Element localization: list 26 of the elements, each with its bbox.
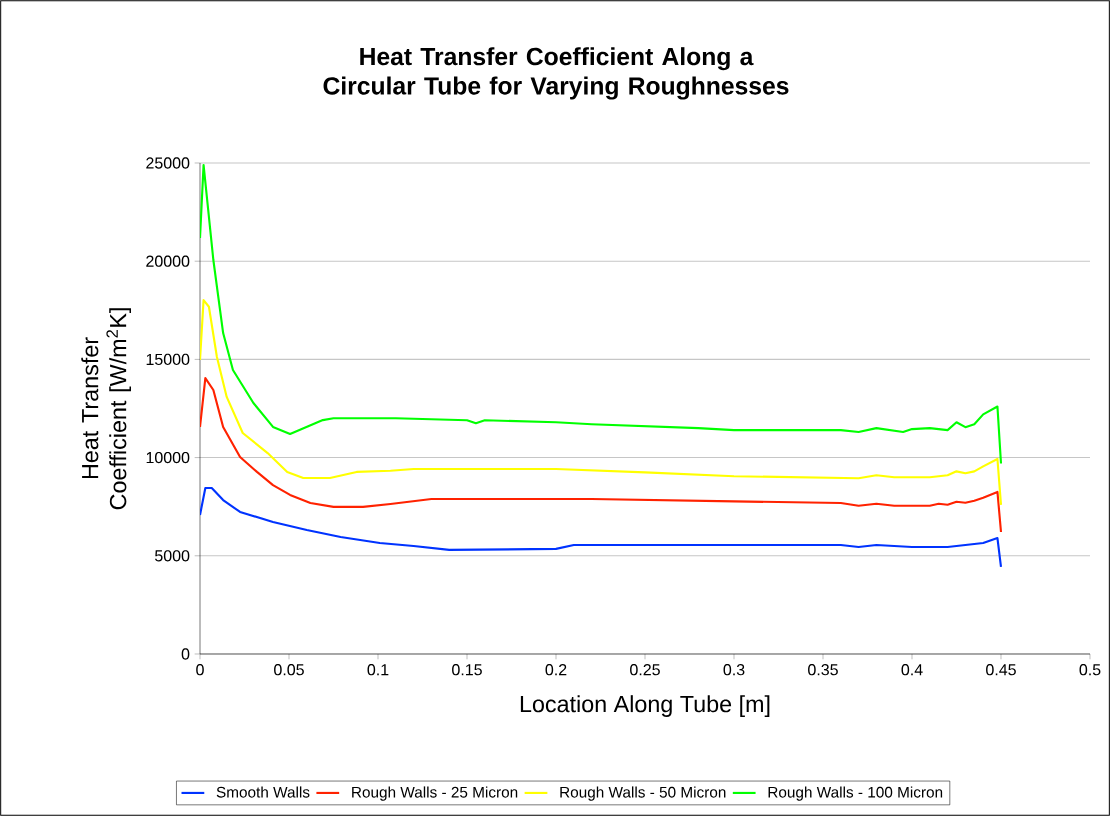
y-axis-title: Heat Transfer Coefficient [W/m$^{2}$K] — [81, 308, 131, 510]
x-tick-label: 0.5 — [1079, 664, 1101, 676]
line-series — [200, 376, 1003, 534]
y-tick-label: 0 — [181, 648, 190, 660]
chart-title: Heat Transfer Coefficient Along a Circular Tube for Varying Roughnesses — [323, 47, 789, 100]
x-tick-label: 0.1 — [367, 664, 389, 676]
y-tick-label: 25000 — [146, 157, 190, 169]
x-tick-label: 0.15 — [452, 664, 482, 676]
legend-label: Rough Walls - 25 Micron — [352, 786, 518, 801]
legend-label: Rough Walls - 50 Micron — [560, 786, 726, 801]
y-tick-label: 10000 — [146, 451, 190, 464]
x-tick-label: 0.45 — [986, 664, 1016, 676]
x-axis-title: Location Along Tube [m] — [520, 695, 770, 717]
x-tick-label: 0 — [196, 664, 204, 676]
line-series — [200, 299, 1003, 506]
x-tick-label: 0.4 — [901, 664, 923, 676]
x-tick-label: 0.05 — [274, 664, 304, 676]
x-tick-label: 0.2 — [545, 664, 567, 676]
y-tick-label: 20000 — [146, 255, 190, 267]
y-tick-label: 15000 — [146, 353, 190, 366]
y-tick-label: 5000 — [155, 550, 190, 562]
legend-label: Rough Walls - 100 Micron — [768, 786, 943, 801]
x-tick-label: 0.3 — [723, 664, 745, 676]
x-tick-label: 0.35 — [808, 664, 838, 676]
legend-label: Smooth Walls — [216, 786, 310, 798]
x-tick-label: 0.25 — [630, 664, 660, 676]
